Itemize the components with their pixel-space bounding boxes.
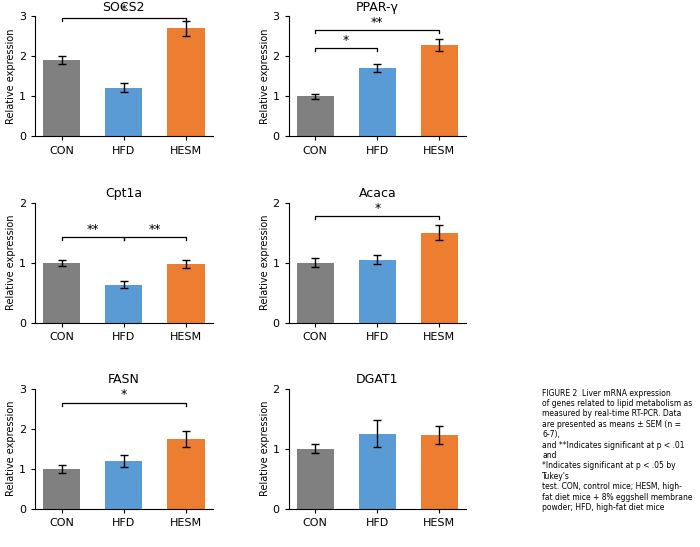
Title: Cpt1a: Cpt1a: [105, 187, 142, 200]
Bar: [297, 96, 334, 137]
Bar: [421, 435, 458, 509]
Bar: [421, 45, 458, 137]
Bar: [358, 434, 396, 509]
Bar: [358, 260, 396, 323]
Bar: [43, 263, 80, 323]
Text: **: **: [87, 223, 99, 236]
Bar: [105, 285, 142, 323]
Y-axis label: Relative expression: Relative expression: [260, 215, 270, 310]
Title: SOCS2: SOCS2: [102, 1, 145, 14]
Bar: [43, 469, 80, 509]
Bar: [358, 68, 396, 137]
Bar: [43, 60, 80, 137]
Text: *: *: [374, 201, 380, 214]
Text: **: **: [371, 16, 384, 29]
Bar: [167, 264, 204, 323]
Text: *: *: [343, 34, 349, 47]
Y-axis label: Relative expression: Relative expression: [260, 401, 270, 497]
Title: FASN: FASN: [108, 373, 140, 386]
Title: PPAR-γ: PPAR-γ: [356, 1, 399, 14]
Text: **: **: [148, 223, 161, 236]
Y-axis label: Relative expression: Relative expression: [6, 215, 16, 310]
Bar: [105, 88, 142, 137]
Bar: [297, 263, 334, 323]
Bar: [167, 28, 204, 137]
Y-axis label: Relative expression: Relative expression: [6, 28, 16, 124]
Y-axis label: Relative expression: Relative expression: [260, 28, 270, 124]
Text: *: *: [120, 388, 127, 401]
Bar: [297, 449, 334, 509]
Bar: [421, 232, 458, 323]
Y-axis label: Relative expression: Relative expression: [6, 401, 16, 497]
Text: FIGURE 2  Liver mRNA expression
of genes related to lipid metabolism as
measured: FIGURE 2 Liver mRNA expression of genes …: [542, 388, 692, 512]
Bar: [105, 462, 142, 509]
Title: Acaca: Acaca: [358, 187, 396, 200]
Title: DGAT1: DGAT1: [356, 373, 398, 386]
Bar: [167, 439, 204, 509]
Text: *: *: [120, 3, 127, 16]
